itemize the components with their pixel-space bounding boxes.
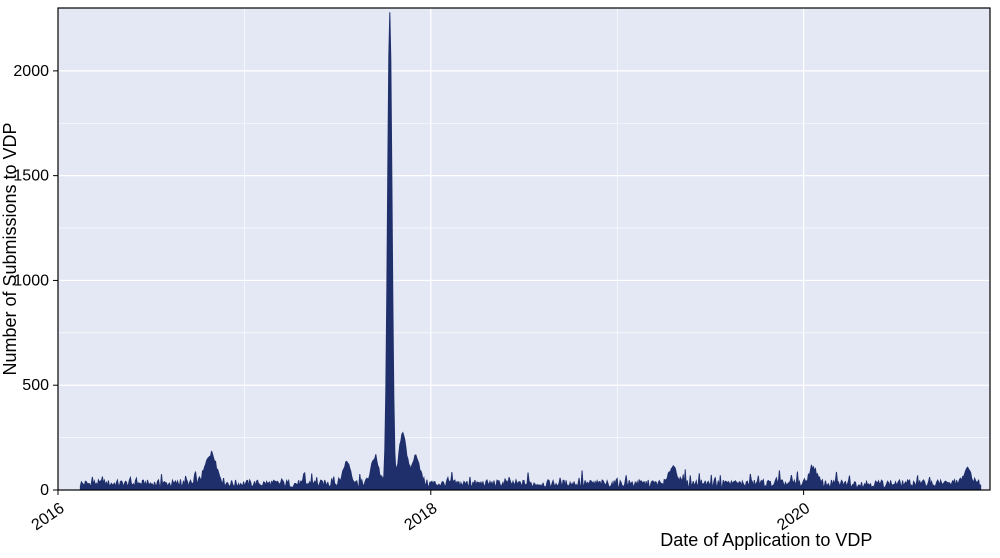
x-tick-label: 2018: [402, 500, 441, 534]
chart-container: 0500100015002000201620182020Number of Su…: [0, 0, 1000, 558]
x-axis-label: Date of Application to VDP: [660, 530, 872, 550]
y-tick-label: 2000: [13, 63, 49, 80]
y-tick-label: 500: [22, 377, 49, 394]
y-tick-label: 0: [40, 482, 49, 499]
chart-svg: 0500100015002000201620182020Number of Su…: [0, 0, 1000, 558]
x-tick-label: 2016: [29, 500, 68, 534]
y-axis-label: Number of Submissions to VDP: [0, 122, 20, 375]
